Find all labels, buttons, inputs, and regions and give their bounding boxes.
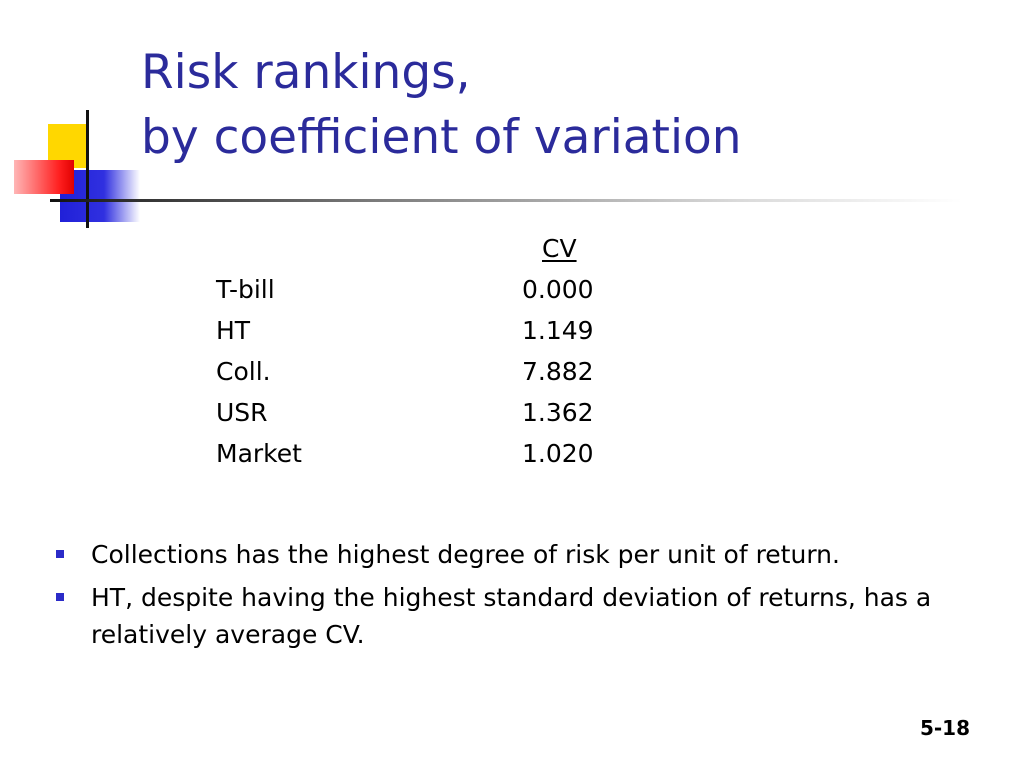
table-row: T-bill 0.000	[216, 269, 642, 310]
row-label: USR	[216, 398, 268, 427]
table-row: USR 1.362	[216, 392, 642, 433]
slide-title-line-2: by coefficient of variation	[141, 110, 742, 165]
row-label: HT	[216, 316, 251, 345]
table-row: Market 1.020	[216, 433, 642, 474]
vertical-divider-line	[86, 110, 89, 228]
slide-title: Risk rankings, by coefficient of variati…	[141, 40, 742, 170]
table-row: HT 1.149	[216, 310, 642, 351]
row-value: 1.020	[522, 439, 594, 468]
row-value: 1.149	[522, 316, 594, 345]
row-value: 7.882	[522, 357, 594, 386]
row-label: Coll.	[216, 357, 271, 386]
slide-title-line-1: Risk rankings,	[141, 45, 471, 100]
bullet-text: Collections has the highest degree of ri…	[91, 540, 840, 569]
list-item: HT, despite having the highest standard …	[56, 579, 956, 653]
table-row: Coll. 7.882	[216, 351, 642, 392]
list-item: Collections has the highest degree of ri…	[56, 536, 956, 573]
bullet-list: Collections has the highest degree of ri…	[56, 536, 956, 659]
cv-column-header: CV	[542, 234, 577, 263]
decorative-logo	[0, 0, 160, 240]
red-square	[14, 160, 74, 194]
bullet-text: HT, despite having the highest standard …	[91, 583, 932, 649]
row-label: Market	[216, 439, 302, 468]
square-bullet-icon	[56, 550, 64, 558]
row-value: 0.000	[522, 275, 594, 304]
row-value: 1.362	[522, 398, 594, 427]
row-label: T-bill	[216, 275, 275, 304]
square-bullet-icon	[56, 593, 64, 601]
cv-table: CV T-bill 0.000 HT 1.149 Coll. 7.882 USR…	[216, 228, 642, 474]
cv-table-header-row: CV	[216, 228, 642, 269]
page-number: 5-18	[919, 716, 970, 740]
title-underline	[50, 199, 962, 202]
